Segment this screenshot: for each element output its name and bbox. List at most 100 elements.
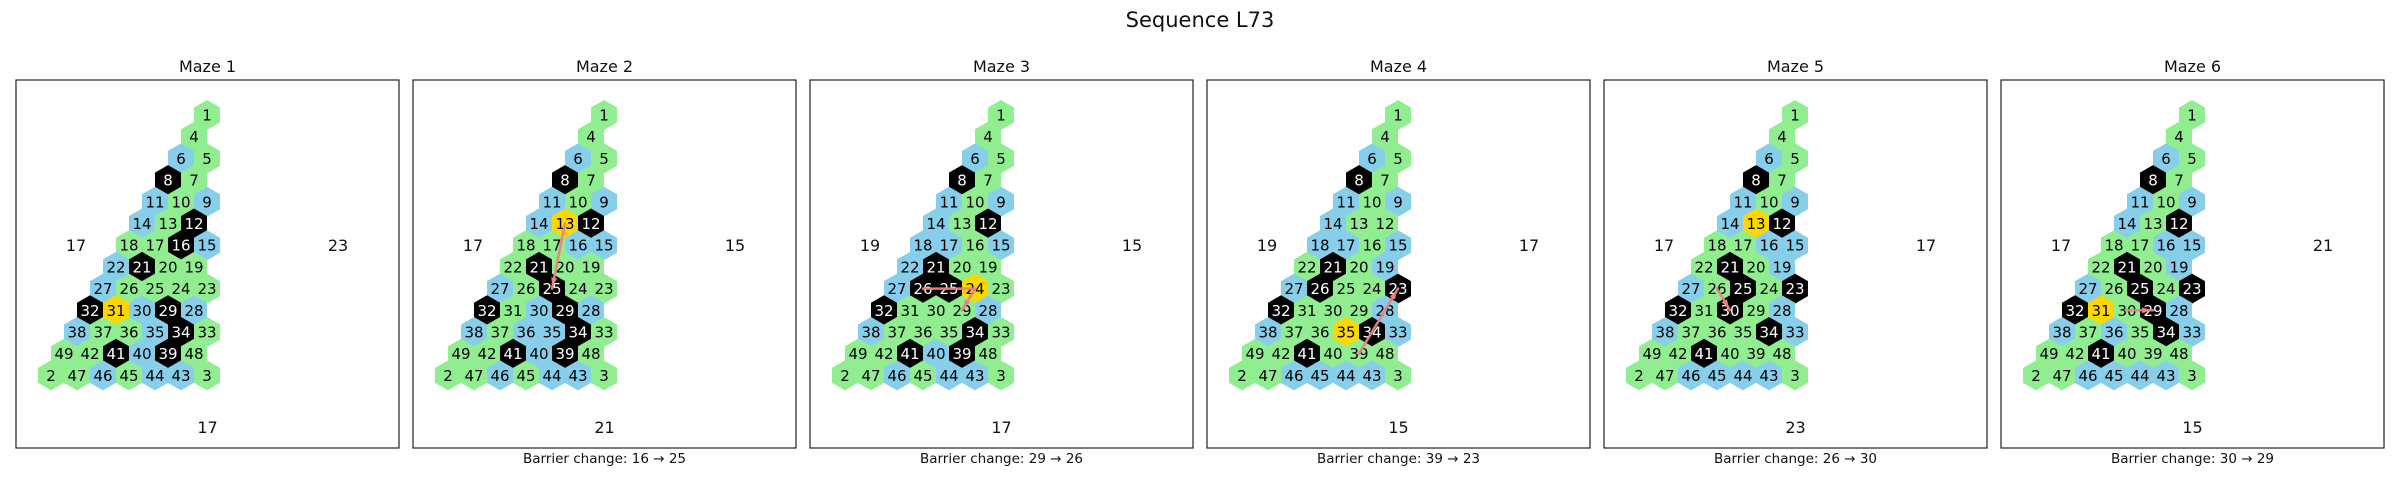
hex-cell-visited bbox=[539, 186, 565, 217]
hex-cell-open bbox=[578, 251, 604, 282]
hex-cell-visited bbox=[64, 317, 90, 347]
hex-cell-open bbox=[181, 338, 207, 369]
hex-label: 42 bbox=[80, 345, 99, 363]
hex-label: 38 bbox=[1655, 324, 1674, 342]
hex-cell-open bbox=[923, 295, 949, 326]
hex-cell-open bbox=[1346, 295, 1372, 326]
hex-cell-open bbox=[1359, 273, 1385, 304]
hex-cell-visited bbox=[1730, 186, 1756, 217]
hex-label: 47 bbox=[1655, 367, 1674, 385]
hex-label: 19 bbox=[581, 258, 600, 276]
hex-cell-barrier bbox=[1307, 273, 1333, 304]
hex-label: 33 bbox=[1785, 324, 1804, 342]
hex-label: 4 bbox=[1380, 128, 1390, 146]
barrier-change-caption: Barrier change: 30 → 29 bbox=[2111, 451, 2274, 467]
hex-cell-barrier bbox=[500, 338, 526, 369]
hex-cell-open bbox=[2088, 251, 2114, 282]
hex-label: 9 bbox=[996, 193, 1006, 211]
hex-label: 15 bbox=[991, 237, 1010, 255]
hex-cell-visited bbox=[2153, 230, 2179, 261]
hex-label: 12 bbox=[1375, 215, 1394, 233]
hex-cell-open bbox=[1769, 165, 1795, 196]
hex-cell-visited bbox=[565, 143, 591, 174]
hex-cell-open bbox=[2101, 273, 2127, 304]
hex-cell-open bbox=[194, 360, 220, 391]
hex-label: 41 bbox=[503, 345, 522, 363]
hex-cell-barrier bbox=[552, 338, 578, 369]
hex-label: 49 bbox=[54, 345, 73, 363]
hex-label: 15 bbox=[197, 237, 216, 255]
hex-cell-barrier bbox=[526, 251, 552, 282]
hex-label: 8 bbox=[2148, 172, 2158, 190]
hex-cell-open bbox=[2153, 273, 2179, 304]
hex-cell-open bbox=[884, 317, 910, 347]
hex-label: 25 bbox=[2130, 280, 2149, 298]
hex-label: 24 bbox=[1759, 280, 1778, 298]
hex-label: 15 bbox=[1785, 237, 1804, 255]
hex-cell-open bbox=[181, 165, 207, 196]
hex-label: 6 bbox=[176, 150, 186, 168]
hex-cell-visited bbox=[129, 208, 155, 239]
hex-cell-barrier bbox=[871, 295, 897, 326]
hex-label: 34 bbox=[568, 324, 587, 342]
hex-label: 8 bbox=[1354, 172, 1364, 190]
hex-label: 42 bbox=[1668, 345, 1687, 363]
hex-label: 42 bbox=[2065, 345, 2084, 363]
hex-cell-barrier bbox=[1691, 338, 1717, 369]
hex-cell-open bbox=[975, 165, 1001, 196]
hex-label: 3 bbox=[1790, 367, 1800, 385]
hex-label: 45 bbox=[1310, 367, 1329, 385]
hex-cell-visited bbox=[1385, 230, 1411, 261]
hex-label: 10 bbox=[171, 193, 190, 211]
hex-label: 36 bbox=[1310, 324, 1329, 342]
hex-label: 18 bbox=[516, 237, 535, 255]
hex-label: 7 bbox=[586, 172, 596, 190]
hex-cell-open bbox=[2166, 121, 2192, 152]
hex-cell-open bbox=[975, 338, 1001, 369]
hex-label: 13 bbox=[1746, 215, 1765, 233]
hex-cell-visited bbox=[1769, 251, 1795, 282]
hex-cell-barrier bbox=[2127, 273, 2153, 304]
hex-label: 43 bbox=[171, 367, 190, 385]
path-arrowhead bbox=[963, 299, 971, 309]
hex-label: 29 bbox=[555, 302, 574, 320]
hex-label: 40 bbox=[1720, 345, 1739, 363]
corner-label-bottom: 17 bbox=[991, 418, 1011, 437]
hex-label: 46 bbox=[490, 367, 509, 385]
corner-label-left: 19 bbox=[1257, 236, 1277, 255]
hex-label: 36 bbox=[516, 324, 535, 342]
hex-cell-open bbox=[1359, 230, 1385, 261]
hex-label: 13 bbox=[158, 215, 177, 233]
hex-cell-open bbox=[1372, 208, 1398, 239]
hex-cell-open bbox=[1268, 338, 1294, 369]
maze-frame bbox=[809, 79, 1194, 449]
hex-label: 21 bbox=[926, 258, 945, 276]
hex-label: 24 bbox=[2156, 280, 2175, 298]
hex-cell-visited bbox=[2114, 208, 2140, 239]
hex-label: 12 bbox=[581, 215, 600, 233]
hex-label: 39 bbox=[158, 345, 177, 363]
hex-cell-barrier bbox=[2179, 273, 2205, 304]
hex-cell-visited bbox=[923, 338, 949, 369]
hex-label: 22 bbox=[900, 258, 919, 276]
hex-label: 25 bbox=[1336, 280, 1355, 298]
hex-label: 2 bbox=[443, 367, 453, 385]
hex-label: 49 bbox=[1245, 345, 1264, 363]
maze-frame bbox=[412, 79, 797, 449]
hex-cell-visited bbox=[487, 360, 513, 391]
hex-cell-barrier bbox=[1756, 317, 1782, 347]
hex-label: 6 bbox=[970, 150, 980, 168]
hex-label: 13 bbox=[952, 215, 971, 233]
barrier-change-caption: Barrier change: 26 → 30 bbox=[1714, 451, 1877, 467]
hex-label: 41 bbox=[1297, 345, 1316, 363]
hex-label: 41 bbox=[1694, 345, 1713, 363]
barrier-change-caption: Barrier change: 39 → 23 bbox=[1317, 451, 1480, 467]
figure-title: Sequence L73 bbox=[1125, 8, 1275, 32]
hex-label: 47 bbox=[464, 367, 483, 385]
hex-cell-barrier bbox=[565, 317, 591, 347]
hex-cell-visited bbox=[1385, 317, 1411, 347]
hex-label: 44 bbox=[542, 367, 561, 385]
hex-cell-open bbox=[1346, 208, 1372, 239]
hex-cell-visited bbox=[2153, 360, 2179, 391]
